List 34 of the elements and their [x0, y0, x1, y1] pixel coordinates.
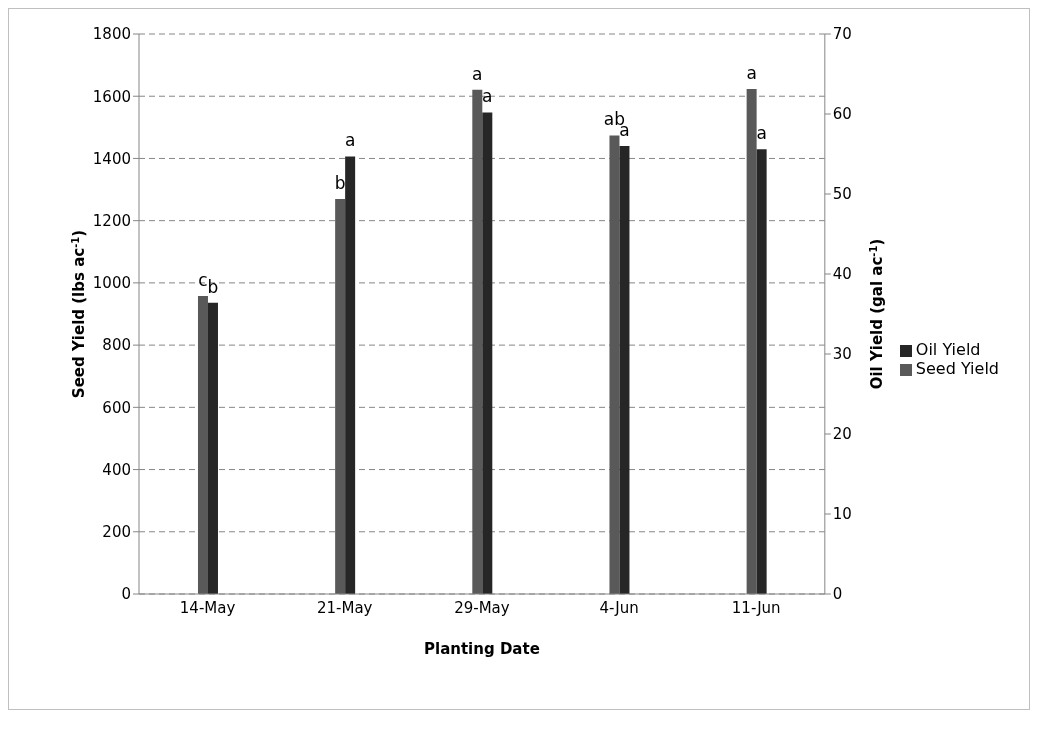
data-label: a [746, 63, 757, 84]
x-tick-label: 11-Jun [731, 598, 781, 617]
x-tick-label: 29-May [454, 598, 510, 617]
data-label: a [344, 130, 356, 151]
y2-tick-label: 30 [832, 345, 852, 364]
y2-tick-label: 0 [832, 585, 843, 604]
x-tick-label: 4-Jun [599, 598, 639, 617]
legend-label: Oil Yield [915, 340, 981, 359]
legend-label: Seed Yield [915, 359, 999, 378]
data-label: b [207, 276, 219, 297]
x-tick-label: 14-May [179, 598, 236, 617]
y2-tick-label: 10 [832, 505, 852, 524]
y2-tick-label: 20 [832, 425, 852, 444]
y-tick-label: 1600 [92, 87, 131, 106]
y-tick-label: 400 [102, 460, 131, 479]
y2-tick-label: 40 [832, 265, 852, 284]
data-label: a [756, 123, 767, 144]
y2-tick-label: 50 [832, 185, 852, 204]
y-tick-label: 200 [102, 523, 131, 542]
data-label: a [472, 63, 483, 84]
x-tick-label: 21-May [316, 598, 373, 617]
y-tick-label: 1800 [92, 25, 131, 44]
y-tick-label: 600 [102, 398, 131, 417]
y2-tick-label: 60 [832, 105, 852, 124]
data-label: a [482, 86, 493, 107]
data-label: b [334, 172, 346, 193]
y-tick-label: 1400 [92, 149, 131, 168]
y-tick-label: 1200 [92, 211, 131, 230]
y-tick-label: 800 [102, 336, 131, 355]
y-tick-label: 1000 [92, 274, 131, 293]
y-tick-label: 0 [121, 585, 131, 604]
y2-tick-label: 70 [832, 25, 852, 44]
x-axis-title: Planting Date [424, 640, 540, 658]
data-label: c [198, 269, 208, 290]
